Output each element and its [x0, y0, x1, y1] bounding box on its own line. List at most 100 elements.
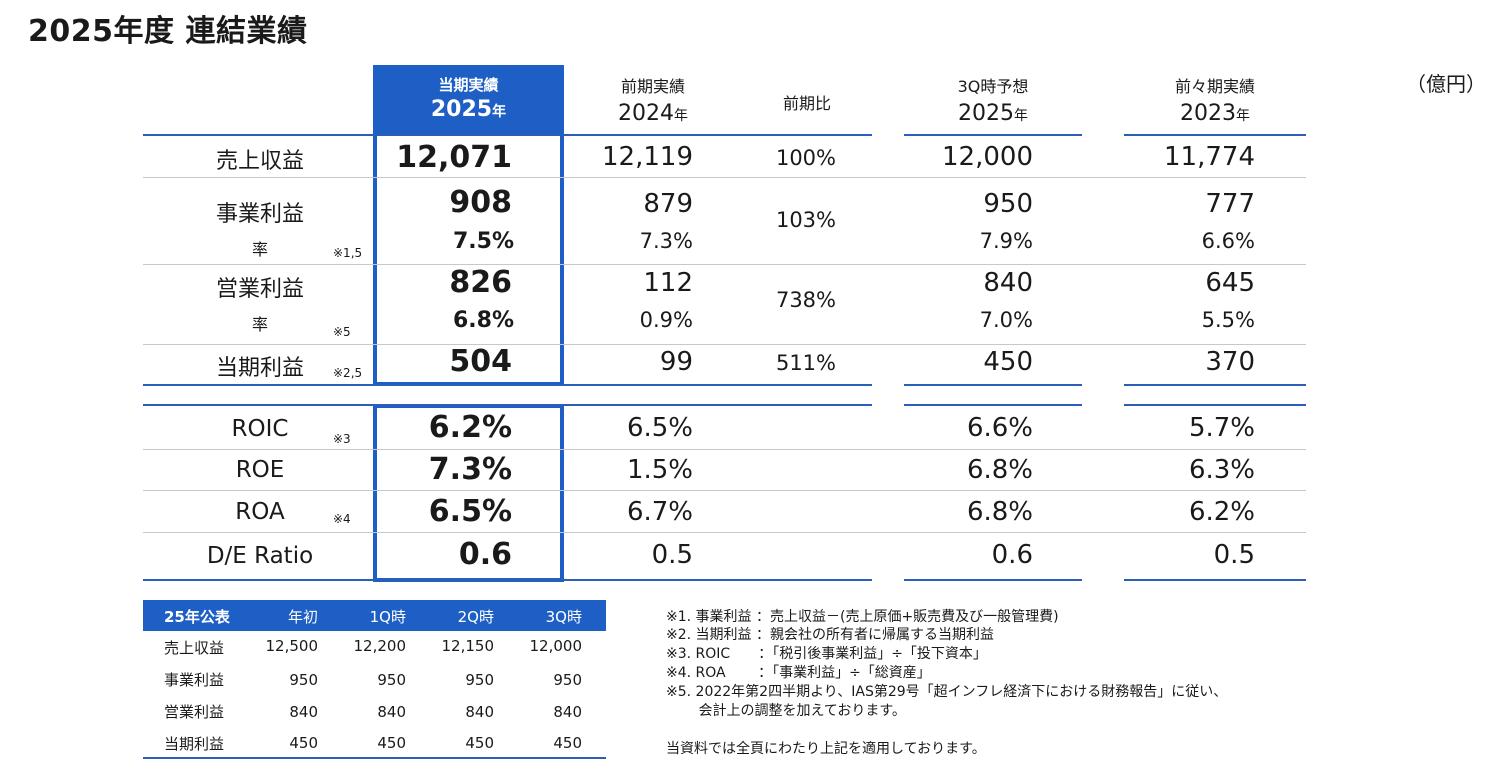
- forecast-cell: 12,200: [353, 637, 407, 655]
- table-bottom-rule: [143, 579, 872, 581]
- footnote: ※2. 当期利益 ：親会社の所有者に帰属する当期利益: [666, 627, 994, 643]
- roic-current: 6.2%: [428, 410, 512, 445]
- page-title: 2025年度 連結業績: [28, 14, 308, 49]
- row-divider: [143, 344, 1306, 345]
- operating-profit-rate-prior: 0.9%: [639, 308, 693, 332]
- header-rule: [904, 134, 1082, 136]
- row-label-revenue: 売上収益: [215, 149, 304, 174]
- forecast-table-col: 年初: [287, 608, 318, 626]
- row-label-operating-profit-rate: 率: [251, 315, 268, 334]
- footnote: ※3. ROIC ：「税引後事業利益」÷「投下資本」: [666, 646, 987, 662]
- roic-prior2: 5.7%: [1188, 413, 1255, 443]
- net-profit-forecast: 450: [983, 347, 1033, 377]
- forecast-table-col: 3Q時: [545, 608, 582, 626]
- forecast-cell: 840: [465, 703, 494, 721]
- row-divider: [143, 177, 1306, 178]
- forecast-cell: 950: [553, 671, 582, 689]
- footnote: ※1. 事業利益 ：売上収益－(売上原価+販売費及び一般管理費): [666, 609, 1059, 625]
- row-label-roic: ROIC: [231, 416, 289, 442]
- footnote: 会計上の調整を加えております。: [666, 703, 906, 719]
- forecast-cell: 450: [553, 734, 582, 752]
- forecast-table-col: 2Q時: [457, 608, 494, 626]
- forecast-table-header: [143, 600, 606, 631]
- column-header-forecast-title: 3Q時予想: [957, 77, 1029, 96]
- column-header-current-title: 当期実績: [438, 76, 499, 94]
- operating-profit-prior2: 645: [1205, 268, 1255, 298]
- de-ratio-prior2: 0.5: [1213, 540, 1255, 570]
- roe-current: 7.3%: [428, 452, 512, 487]
- section-rule: [1124, 404, 1306, 406]
- net-profit-prior: 99: [659, 347, 693, 377]
- forecast-cell: 450: [377, 734, 406, 752]
- forecast-cell: 950: [465, 671, 494, 689]
- business-profit-prior: 879: [643, 189, 693, 219]
- roa-current: 6.5%: [428, 494, 512, 529]
- operating-profit-rate-prior2: 5.5%: [1201, 308, 1255, 332]
- table-bottom-rule: [904, 579, 1082, 581]
- row-label-de-ratio: D/E Ratio: [206, 543, 314, 569]
- de-ratio-current: 0.6: [458, 537, 512, 572]
- note-ref: ※4: [333, 512, 351, 526]
- header-rule: [1124, 134, 1306, 136]
- column-header-prior2: 前々期実績 2023年: [1124, 73, 1306, 126]
- roic-forecast: 6.6%: [966, 413, 1033, 443]
- footnote: ※5. 2022年第2四半期より、IAS第29号「超インフレ経済下における財務報…: [666, 684, 1228, 700]
- forecast-cell: 950: [377, 671, 406, 689]
- section-rule: [1124, 384, 1306, 386]
- row-divider: [143, 532, 1306, 533]
- business-profit-rate-current: 7.5%: [452, 229, 514, 254]
- forecast-cell: 840: [377, 703, 406, 721]
- row-label-roa: ROA: [235, 499, 285, 525]
- net-profit-yoy: 511%: [775, 351, 836, 375]
- business-profit-prior2: 777: [1205, 189, 1255, 219]
- forecast-cell: 840: [553, 703, 582, 721]
- footnote-summary: 当資料では全頁にわたり上記を適用しております。: [666, 741, 986, 757]
- forecast-cell: 450: [465, 734, 494, 752]
- header-rule: [143, 134, 872, 136]
- roa-prior2: 6.2%: [1188, 497, 1255, 527]
- business-profit-rate-prior2: 6.6%: [1201, 229, 1255, 253]
- column-header-prior-year: 2024年: [618, 101, 688, 126]
- forecast-table-bottom-rule: [143, 757, 606, 759]
- section-rule: [143, 384, 872, 386]
- business-profit-rate-prior: 7.3%: [639, 229, 693, 253]
- table-bottom-rule: [1124, 579, 1306, 581]
- business-profit-current: 908: [449, 185, 512, 220]
- footnote: ※4. ROA ：「事業利益」÷「総資産」: [666, 665, 931, 681]
- row-label-roe: ROE: [235, 457, 285, 483]
- section-rule: [904, 384, 1082, 386]
- section-rule: [143, 404, 872, 406]
- column-header-forecast-year: 2025年: [958, 101, 1028, 126]
- de-ratio-prior: 0.5: [651, 540, 693, 570]
- operating-profit-rate-current: 6.8%: [452, 308, 514, 333]
- roa-prior: 6.7%: [626, 497, 693, 527]
- roic-prior: 6.5%: [626, 413, 693, 443]
- column-header-prior: 前期実績 2024年: [564, 73, 742, 126]
- row-divider: [143, 490, 1306, 491]
- row-label-business-profit: 事業利益: [215, 202, 304, 227]
- column-header-current: 当期実績 2025年: [373, 65, 564, 135]
- column-header-prior2-title: 前々期実績: [1174, 77, 1255, 96]
- roe-forecast: 6.8%: [966, 455, 1033, 485]
- net-profit-current: 504: [449, 344, 512, 379]
- revenue-prior: 12,119: [602, 142, 693, 172]
- section-rule: [904, 404, 1082, 406]
- column-header-forecast: 3Q時予想 2025年: [904, 73, 1082, 126]
- revenue-yoy: 100%: [775, 146, 836, 170]
- forecast-cell: 12,500: [265, 637, 319, 655]
- operating-profit-rate-forecast: 7.0%: [979, 308, 1033, 332]
- roe-prior2: 6.3%: [1188, 455, 1255, 485]
- revenue-forecast: 12,000: [942, 142, 1033, 172]
- row-divider: [143, 264, 1306, 265]
- note-ref: ※1,5: [333, 246, 363, 260]
- column-header-prior2-year: 2023年: [1180, 101, 1250, 126]
- forecast-cell: 840: [289, 703, 318, 721]
- forecast-cell: 450: [289, 734, 318, 752]
- business-profit-rate-forecast: 7.9%: [979, 229, 1033, 253]
- net-profit-prior2: 370: [1205, 347, 1255, 377]
- de-ratio-forecast: 0.6: [991, 540, 1033, 570]
- forecast-row-label: 営業利益: [164, 703, 225, 721]
- forecast-cell: 950: [289, 671, 318, 689]
- forecast-table-title: 25年公表: [164, 608, 230, 626]
- forecast-cell: 12,000: [529, 637, 583, 655]
